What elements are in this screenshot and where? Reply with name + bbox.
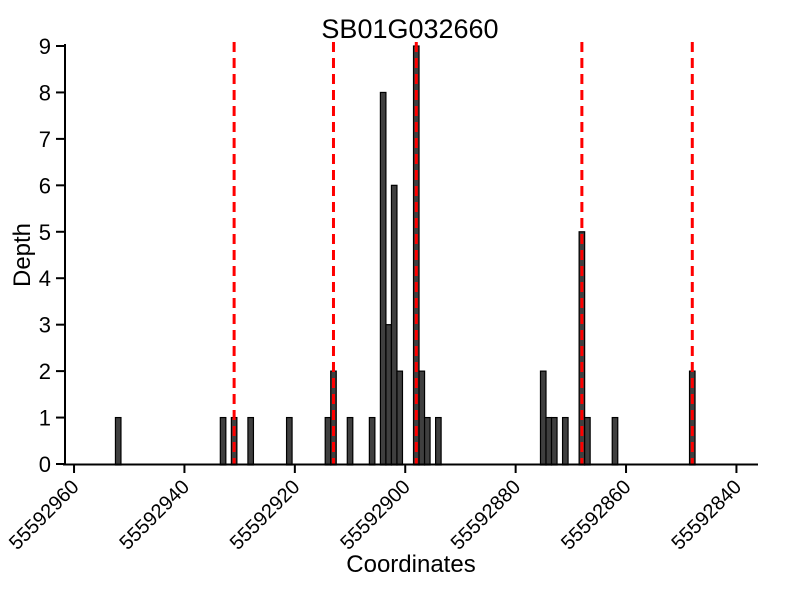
y-axis-label: Depth [9,223,36,287]
depth-bar [545,416,553,466]
y-tick-label: 2 [39,359,51,384]
y-tick-label: 8 [39,80,51,105]
depth-bar [423,416,431,466]
x-tick-label: 55592960 [5,476,83,554]
depth-bar [539,370,547,466]
depth-bar [219,416,227,466]
depth-bar [285,416,293,466]
depth-bar [550,416,558,466]
x-tick-label: 55592860 [557,476,635,554]
chart-title: SB01G032660 [321,14,498,44]
x-tick-label: 55592920 [226,476,304,554]
bars-group [114,45,696,466]
depth-bar [584,416,591,466]
depth-bar [368,416,376,466]
depth-bar [114,416,122,466]
y-tick-label: 6 [39,173,51,198]
depth-bar [418,370,426,466]
depth-bar [379,91,387,466]
y-tick-label: 3 [39,313,51,338]
x-axis: 55592960 55592940 55592920 55592900 55592880… [5,463,758,554]
y-tick-label: 4 [39,266,51,291]
depth-bar [396,370,404,466]
depth-bar [385,324,393,466]
depth-bar [435,416,442,466]
x-tick-label: 55592940 [115,476,193,554]
y-tick-label: 1 [39,406,51,431]
y-tick-label: 5 [39,220,51,245]
x-tick-label: 55592840 [667,476,745,554]
depth-bar [247,416,255,466]
y-tick-label: 9 [39,34,51,59]
depth-bar [390,184,398,466]
y-tick-label: 0 [39,452,51,477]
depth-bar [230,416,238,466]
x-axis-label: Coordinates [346,551,475,578]
x-tick-label: 55592900 [336,476,414,554]
depth-bar [346,416,354,466]
depth-bar [561,416,569,466]
x-tick-label: 55592880 [447,476,525,554]
y-axis: 0 1 2 3 4 5 6 7 8 9 [39,34,66,477]
y-tick-label: 7 [39,127,51,152]
dashed-lines-group [232,42,694,464]
depth-bar [324,416,332,466]
depth-bar [611,416,619,466]
